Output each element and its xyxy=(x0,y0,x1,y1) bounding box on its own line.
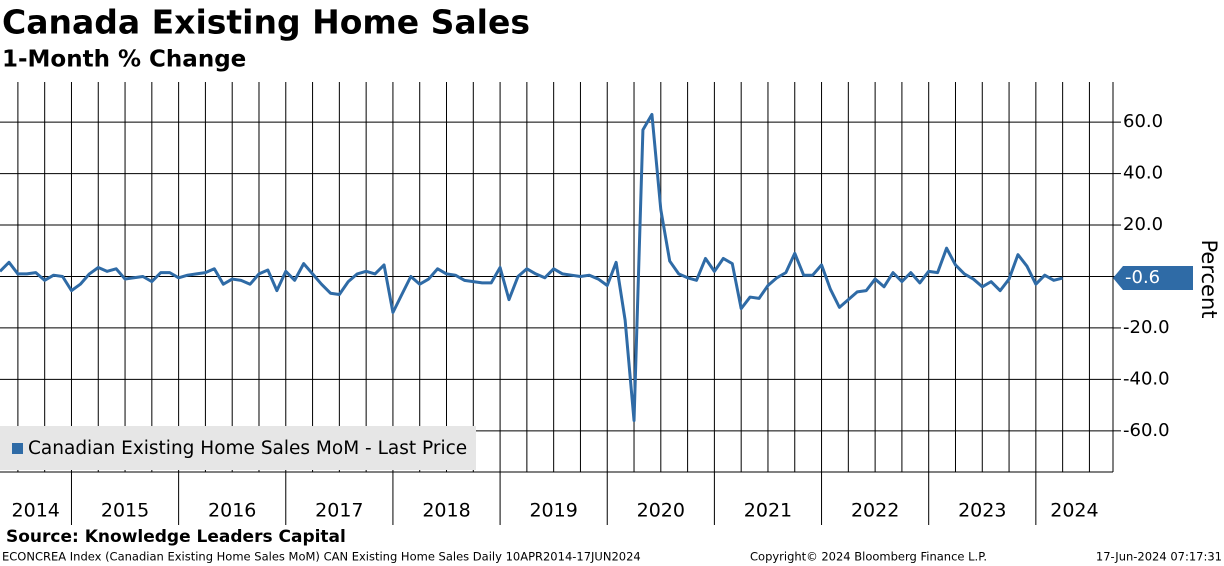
x-tick-label: 2022 xyxy=(851,500,899,522)
y-tick-label: 20.0 xyxy=(1123,214,1163,235)
source: Source: Knowledge Leaders Capital xyxy=(6,527,346,547)
chart-subtitle: 1-Month % Change xyxy=(2,47,246,73)
x-tick-label: 2024 xyxy=(1050,500,1098,522)
x-tick-label: 2019 xyxy=(529,500,577,522)
x-tick-label: 2015 xyxy=(101,500,149,522)
legend-box xyxy=(0,426,476,470)
legend-label: Canadian Existing Home Sales MoM - Last … xyxy=(28,438,467,459)
chart-title: Canada Existing Home Sales xyxy=(2,3,530,42)
y-axis-label: Percent xyxy=(1197,239,1221,318)
y-tick-label: -40.0 xyxy=(1123,368,1170,389)
last-value-box xyxy=(1113,266,1193,291)
series-line xyxy=(0,112,1064,423)
x-tick-label: 2018 xyxy=(422,500,470,522)
footer-left: ECONCREA Index (Canadian Existing Home S… xyxy=(2,550,641,564)
footer-center: Copyright© 2024 Bloomberg Finance L.P. xyxy=(750,550,987,564)
x-tick-label: 2023 xyxy=(958,500,1006,522)
x-tick-label: 2021 xyxy=(744,500,792,522)
x-tick-label: 2017 xyxy=(315,500,363,522)
y-tick-label: -20.0 xyxy=(1123,317,1170,338)
last-value-label: -0.6 xyxy=(1125,267,1160,288)
y-tick-label: 40.0 xyxy=(1123,163,1163,184)
y-tick-label: -60.0 xyxy=(1123,420,1170,441)
x-tick-label: 2020 xyxy=(637,500,685,522)
y-tick-label: 60.0 xyxy=(1123,111,1163,132)
x-tick-label: 2014 xyxy=(12,500,60,522)
footer-right: 17-Jun-2024 07:17:31 xyxy=(1096,550,1222,564)
x-tick-label: 2016 xyxy=(208,500,256,522)
legend-swatch xyxy=(12,443,23,454)
